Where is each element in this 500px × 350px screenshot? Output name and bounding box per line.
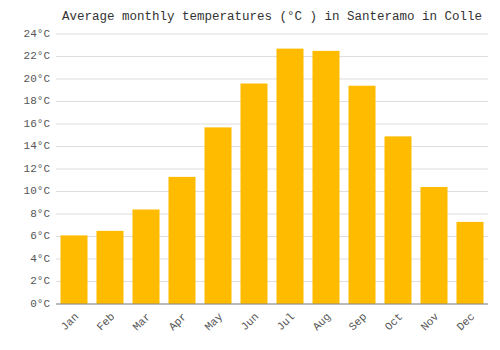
- x-tick-label: Jul: [275, 311, 297, 333]
- y-tick-label: 8°C: [30, 208, 50, 220]
- bars: [61, 49, 484, 304]
- x-tick-label: Jun: [239, 311, 261, 333]
- x-tick-label: Apr: [167, 311, 189, 333]
- bar: [169, 177, 196, 304]
- bar: [241, 84, 268, 305]
- y-tick-label: 12°C: [24, 163, 51, 175]
- bar: [277, 49, 304, 304]
- bar: [61, 235, 88, 304]
- grid-line: [56, 101, 488, 102]
- bar: [97, 231, 124, 304]
- x-tick-label: Aug: [311, 311, 333, 333]
- grid-line: [56, 169, 488, 170]
- bar: [205, 127, 232, 304]
- y-tick-label: 10°C: [24, 185, 51, 197]
- x-tick-label: May: [203, 310, 226, 333]
- y-tick-label: 20°C: [24, 73, 51, 85]
- y-tick-label: 16°C: [24, 118, 51, 130]
- x-tick-label: Sep: [347, 311, 369, 333]
- x-tick-label: Feb: [95, 311, 117, 333]
- grid-line: [56, 56, 488, 57]
- x-tick-label: Oct: [383, 311, 405, 333]
- y-tick-label: 18°C: [24, 95, 51, 107]
- grid: [56, 34, 488, 304]
- grid-line: [56, 79, 488, 80]
- bar: [457, 222, 484, 304]
- page: {"chart_data": {"type": "bar", "title": …: [0, 0, 500, 350]
- bar: [349, 86, 376, 304]
- x-tick-label: Jan: [59, 311, 81, 333]
- bar: [133, 210, 160, 305]
- x-axis: Jan Feb Mar Apr May Jun Jul Aug Sep Oct Nov Dec: [56, 304, 488, 333]
- y-tick-label: 22°C: [24, 50, 51, 62]
- bar: [421, 187, 448, 304]
- x-axis-line: [56, 304, 488, 305]
- chart: 0°C 2°C 4°C 6°C 8°C 10°C 12°C 14°C 16°C 18°C 20°C 2…: [0, 0, 500, 350]
- bar: [313, 51, 340, 304]
- y-tick-label: 4°C: [30, 253, 50, 265]
- x-tick-label: Dec: [455, 311, 477, 333]
- bar: [385, 136, 412, 304]
- y-tick-label: 6°C: [30, 230, 50, 242]
- y-tick-label: 2°C: [30, 275, 50, 287]
- title: Average monthly temperatures (°C ) in Sa…: [62, 10, 482, 24]
- grid-line: [56, 146, 488, 147]
- grid-line: [56, 304, 488, 305]
- x-tick-label: Nov: [419, 310, 442, 333]
- y-axis: 0°C 2°C 4°C 6°C 8°C 10°C 12°C 14°C 16°C 18°C 20°C 2…: [24, 28, 51, 310]
- grid-line: [56, 34, 488, 35]
- grid-line: [56, 124, 488, 125]
- y-tick-label: 24°C: [24, 28, 51, 40]
- y-tick-label: 14°C: [24, 140, 51, 152]
- x-tick-label: Mar: [131, 311, 153, 333]
- y-tick-label: 0°C: [30, 298, 50, 310]
